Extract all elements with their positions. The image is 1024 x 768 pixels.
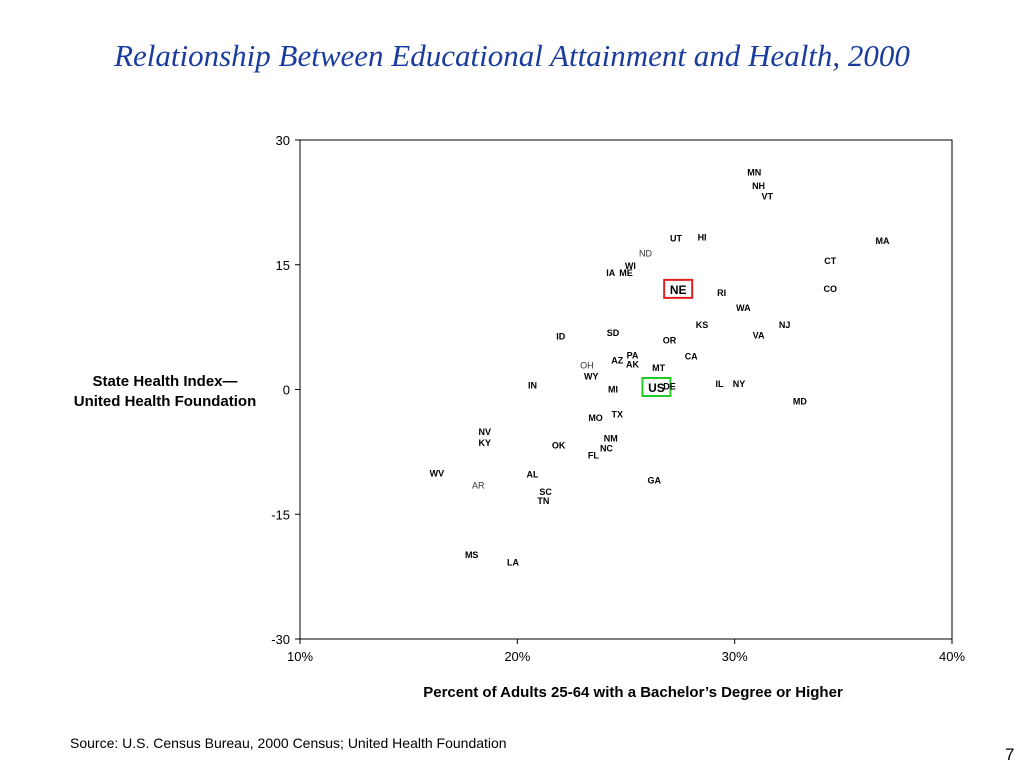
point-wy-label: WY xyxy=(584,371,599,381)
point-wa-label: WA xyxy=(736,303,751,313)
point-ga-label: GA xyxy=(648,475,662,485)
point-me-label: ME xyxy=(619,268,633,278)
point-ar-label: AR xyxy=(472,480,485,490)
point-ny-label: NY xyxy=(733,379,746,389)
y-tick-label: 0 xyxy=(283,383,290,398)
point-id-label: ID xyxy=(556,331,566,341)
point-ks-label: KS xyxy=(696,320,709,330)
slide-title: Relationship Between Educational Attainm… xyxy=(114,38,910,73)
point-vt-label: VT xyxy=(762,192,774,202)
point-hi-label: HI xyxy=(698,232,707,242)
point-or-label: OR xyxy=(663,336,677,346)
point-al-label: AL xyxy=(527,469,539,479)
point-us-label: US xyxy=(648,381,665,395)
point-va-label: VA xyxy=(753,331,765,341)
point-il-label: IL xyxy=(715,379,724,389)
point-sd-label: SD xyxy=(607,328,620,338)
point-md-label: MD xyxy=(793,396,807,406)
x-tick-label: 10% xyxy=(287,649,313,664)
y-tick-label: 30 xyxy=(276,133,290,148)
source-note: Source: U.S. Census Bureau, 2000 Census;… xyxy=(70,735,507,751)
point-de-label: DE xyxy=(663,381,676,391)
x-tick-label: 20% xyxy=(504,649,530,664)
point-nv-label: NV xyxy=(478,427,491,437)
point-ok-label: OK xyxy=(552,440,566,450)
y-axis-label-line-1: State Health Index— xyxy=(92,373,238,390)
point-sc-label: SC xyxy=(539,487,552,497)
point-ia-label: IA xyxy=(606,268,616,278)
point-ne-highlight-box xyxy=(663,278,694,299)
point-tx-label: TX xyxy=(612,410,624,420)
point-tn-label: TN xyxy=(537,496,549,506)
y-tick-label: 15 xyxy=(276,258,290,273)
point-ky-label: KY xyxy=(478,438,491,448)
point-co-label: CO xyxy=(824,284,838,294)
y-tick-label: -15 xyxy=(271,507,290,522)
point-ne-label: NE xyxy=(670,283,687,297)
point-nj-label: NJ xyxy=(779,320,791,330)
point-la-label: LA xyxy=(507,558,519,568)
point-pa-label: PA xyxy=(627,351,639,361)
y-axis-label: State Health Index— United Health Founda… xyxy=(50,372,280,412)
point-ca-label: CA xyxy=(685,351,698,361)
point-ak-label: AK xyxy=(626,360,639,370)
point-ri-label: RI xyxy=(717,288,726,298)
x-tick-label: 30% xyxy=(722,649,748,664)
point-wv-label: WV xyxy=(430,469,445,479)
point-ct-label: CT xyxy=(824,256,836,266)
point-fl-label: FL xyxy=(588,450,599,460)
point-ma-label: MA xyxy=(875,236,889,246)
point-mo-label: MO xyxy=(588,413,603,423)
point-wi-label: WI xyxy=(625,261,636,271)
y-tick-label: -30 xyxy=(271,632,290,647)
point-ut-label: UT xyxy=(670,233,682,243)
page-number: 7 xyxy=(1005,745,1015,764)
point-mn-label: MN xyxy=(747,168,761,178)
point-nh-label: NH xyxy=(752,181,765,191)
x-axis-label: Percent of Adults 25-64 with a Bachelor’… xyxy=(423,684,843,701)
point-ms-label: MS xyxy=(465,550,479,560)
point-mt-label: MT xyxy=(652,363,665,373)
point-az-label: AZ xyxy=(611,356,623,366)
point-nc-label: NC xyxy=(600,444,613,454)
point-nm-label: NM xyxy=(604,434,618,444)
point-nd-label: ND xyxy=(639,248,652,258)
point-us-highlight-box xyxy=(641,377,672,398)
point-oh-label: OH xyxy=(580,361,594,371)
point-mi-label: MI xyxy=(608,385,618,395)
point-in-label: IN xyxy=(528,381,537,391)
y-axis-label-line-2: United Health Foundation xyxy=(73,393,257,410)
x-tick-label: 40% xyxy=(939,649,965,664)
plot-area-frame xyxy=(299,139,953,640)
